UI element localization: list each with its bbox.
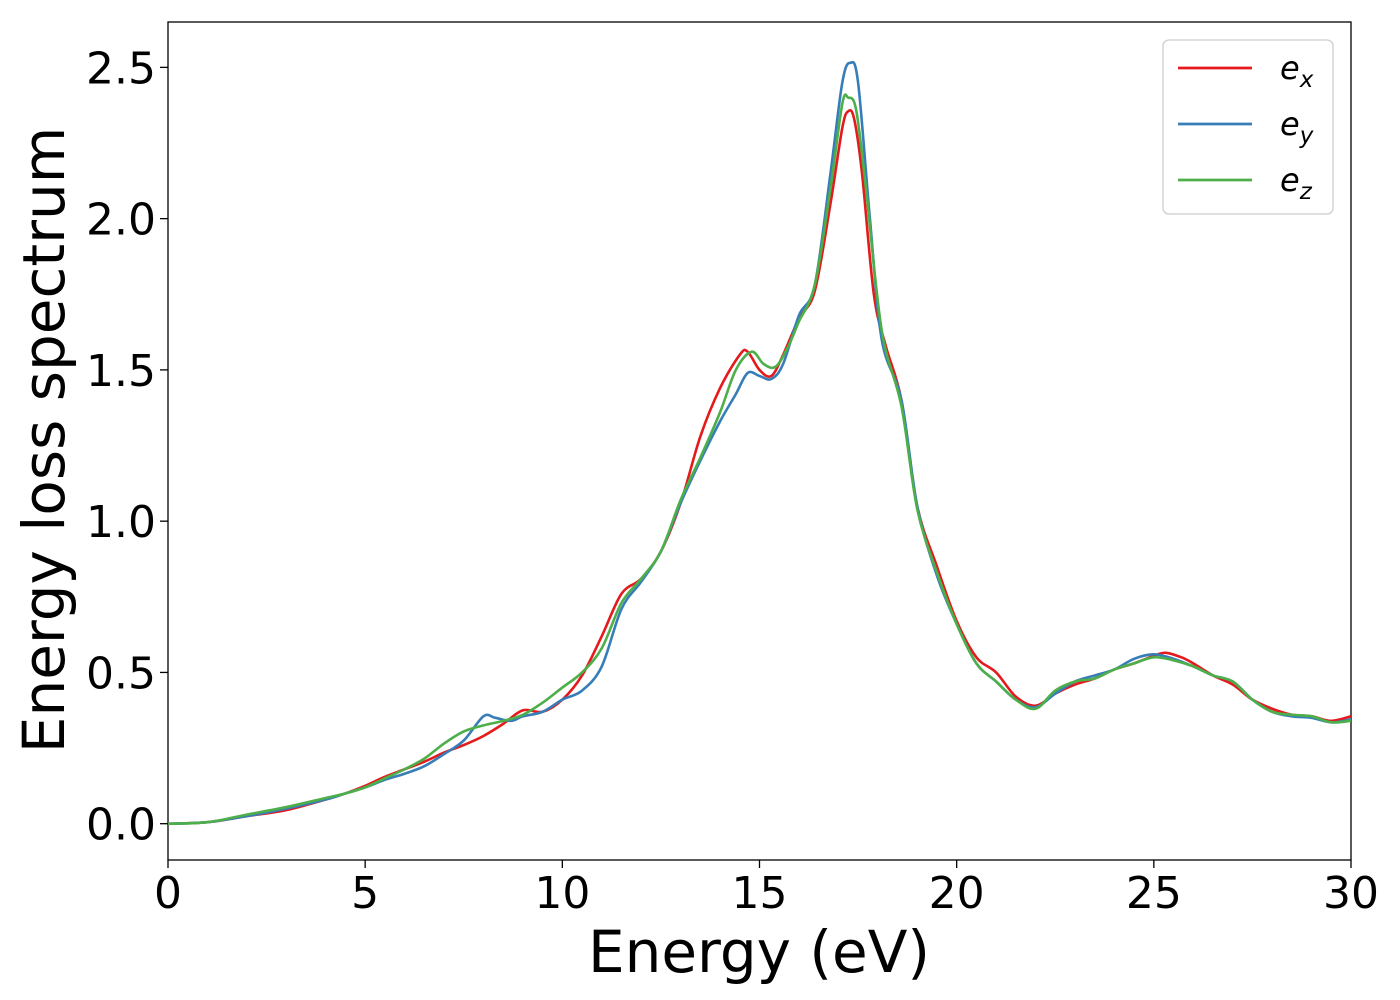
x-tick-label: 0 (154, 868, 182, 919)
series-line-x (168, 108, 1351, 825)
x-axis-ticks: 0 5 10 15 20 25 30 (154, 860, 1379, 919)
series-lines (168, 60, 1351, 825)
y-tick-label: 0.5 (86, 648, 156, 699)
x-tick-label: 15 (732, 868, 788, 919)
x-tick-label: 25 (1126, 868, 1182, 919)
y-tick-label: 0.0 (86, 800, 156, 851)
legend-label-z: ez (1280, 161, 1313, 205)
y-tick-label: 2.0 (86, 195, 156, 246)
x-tick-label: 10 (534, 868, 590, 919)
x-tick-label: 30 (1323, 868, 1379, 919)
y-axis-ticks: 0.0 0.5 1.0 1.5 2.0 2.5 (86, 43, 168, 851)
legend: ex ey ez (1162, 39, 1334, 215)
x-axis-title: Energy (eV) (588, 918, 930, 986)
legend-label-y: ey (1280, 105, 1314, 149)
y-axis-title: Energy loss spectrum (10, 127, 78, 753)
series-line-z (168, 93, 1351, 825)
x-tick-label: 5 (351, 868, 379, 919)
y-tick-label: 2.5 (86, 43, 156, 94)
y-tick-label: 1.5 (86, 346, 156, 397)
y-tick-label: 1.0 (86, 497, 156, 548)
legend-box (1162, 39, 1334, 215)
x-tick-label: 20 (929, 868, 985, 919)
legend-label-x: ex (1280, 49, 1314, 93)
